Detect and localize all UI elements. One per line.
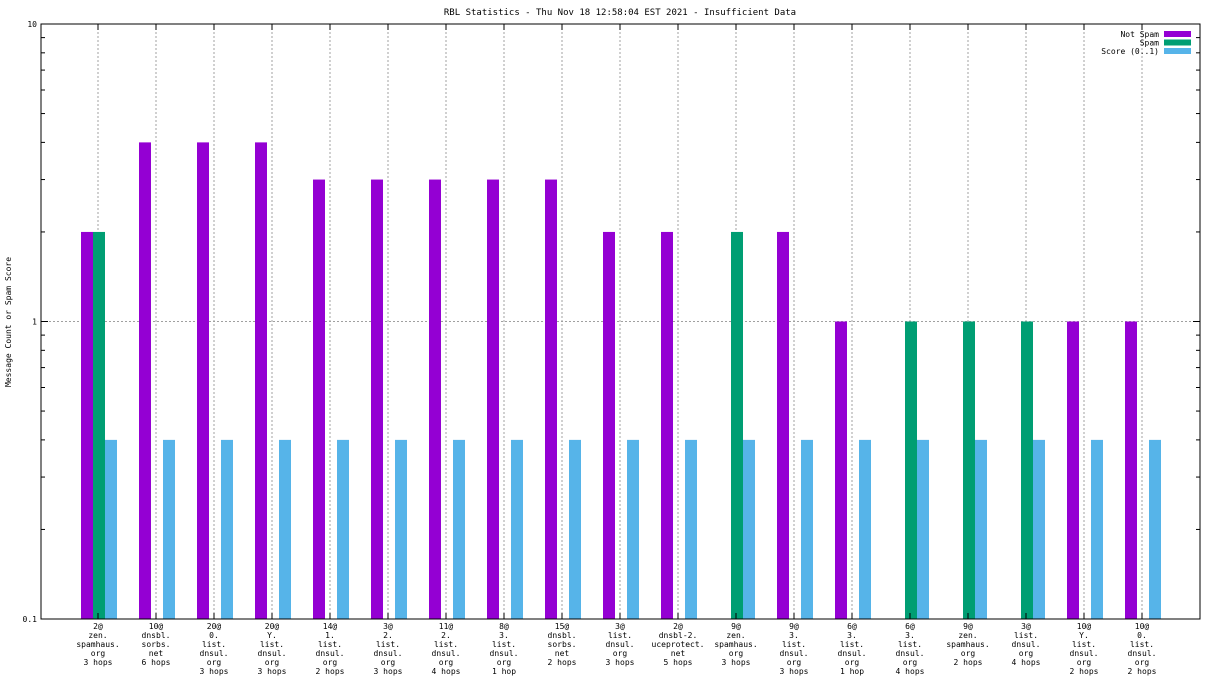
bar-score-0-1 [1149,439,1161,619]
x-tick-label: 20@ 0. list. dnsul. org 3 hops [200,622,229,676]
legend-swatch [1164,31,1191,37]
x-tick-label: 3@ list. dnsul. org 4 hops [1012,622,1041,667]
bar-not-spam [81,231,93,619]
x-tick-label: 15@ dnsbl. sorbs. net 2 hops [548,622,577,667]
bar-score-0-1 [975,439,987,619]
bar-score-0-1 [337,439,349,619]
bar-score-0-1 [685,439,697,619]
bar-not-spam [429,179,441,619]
bar-spam [731,231,743,619]
bar-not-spam [487,179,499,619]
bar-score-0-1 [511,439,523,619]
x-tick-label: 2@ zen. spamhaus. org 3 hops [76,622,119,667]
bar-spam [963,321,975,619]
bar-score-0-1 [569,439,581,619]
y-tick-label: 0.1 [23,615,38,624]
bar-score-0-1 [395,439,407,619]
bar-spam [93,231,105,619]
bar-score-0-1 [221,439,233,619]
bar-score-0-1 [743,439,755,619]
bar-score-0-1 [279,439,291,619]
bar-not-spam [777,231,789,619]
x-tick-label: 3@ 2. list. dnsul. org 3 hops [374,622,403,676]
bar-score-0-1 [453,439,465,619]
x-tick-label: 8@ 3. list. dnsul. org 1 hop [490,622,519,676]
legend-label: Spam [1140,39,1159,48]
bar-spam [1021,321,1033,619]
bar-not-spam [603,231,615,619]
x-tick-label: 6@ 3. list. dnsul. org 1 hop [838,622,867,676]
x-tick-label: 9@ zen. spamhaus. org 2 hops [946,622,989,667]
bar-score-0-1 [105,439,117,619]
bars [81,142,1161,619]
legend-swatch [1164,48,1191,54]
bar-score-0-1 [859,439,871,619]
bar-not-spam [1067,321,1079,619]
x-tick-label: 20@ Y. list. dnsul. org 3 hops [258,622,287,676]
x-tick-label: 10@ 0. list. dnsul. org 2 hops [1128,622,1157,676]
x-tick-label: 11@ 2. list. dnsul. org 4 hops [432,622,461,676]
bar-score-0-1 [801,439,813,619]
x-tick-label: 3@ list. dnsul. org 3 hops [606,622,635,667]
bar-spam [905,321,917,619]
y-tick-label: 1 [32,318,37,327]
bar-not-spam [371,179,383,619]
chart-title: RBL Statistics - Thu Nov 18 12:58:04 EST… [444,8,796,18]
x-tick-label: 9@ 3. list. dnsul. org 3 hops [780,622,809,676]
bar-score-0-1 [163,439,175,619]
bar-score-0-1 [1033,439,1045,619]
bar-not-spam [197,142,209,619]
axis-ticks: 0.1 1 10 [23,20,1200,624]
y-axis-label: Message Count or Spam Score [4,257,13,387]
y-tick-label: 10 [27,20,37,29]
x-tick-label: 14@ 1. list. dnsul. org 2 hops [316,622,345,676]
legend-swatch [1164,39,1191,46]
x-tick-label: 10@ Y. list. dnsul. org 2 hops [1070,622,1099,676]
bar-not-spam [545,179,557,619]
bar-not-spam [139,142,151,619]
x-tick-labels: 2@ zen. spamhaus. org 3 hops 10@ dnsbl. sorbs. n… [76,622,1156,676]
bar-score-0-1 [1091,439,1103,619]
legend-label: Not Spam [1120,30,1159,39]
bar-not-spam [313,179,325,619]
x-tick-label: 2@ dnsbl-2. uceprotect. net 5 hops [652,622,705,667]
bar-score-0-1 [627,439,639,619]
bar-score-0-1 [917,439,929,619]
x-tick-label: 10@ dnsbl. sorbs. net 6 hops [142,622,171,667]
bar-not-spam [1125,321,1137,619]
legend-label: Score (0..1) [1101,47,1159,56]
bar-not-spam [661,231,673,619]
bar-not-spam [255,142,267,619]
x-tick-label: 6@ 3. list. dnsul. org 4 hops [896,622,925,676]
bar-not-spam [835,321,847,619]
x-tick-label: 9@ zen. spamhaus. org 3 hops [714,622,757,667]
